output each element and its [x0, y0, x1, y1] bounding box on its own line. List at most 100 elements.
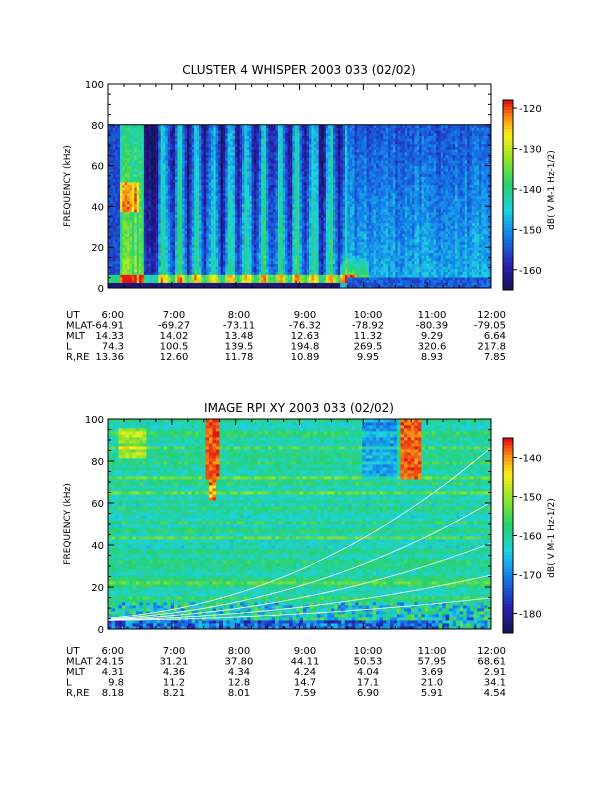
- colorbar-tick-label: -170: [519, 571, 542, 582]
- ephemeris-row-label: UT: [66, 646, 80, 657]
- ephemeris-table: UT 6:00 7:00 8:00 9:00 10:00 11:00 12:00 MLAT -64…: [66, 310, 506, 363]
- ephemeris-row-label: MLT: [66, 331, 86, 342]
- ephemeris-value: 12.60: [160, 352, 189, 363]
- ephemeris-value: 4.36: [163, 667, 185, 678]
- ephemeris-value: 8:00: [228, 310, 250, 321]
- y-axis: 0 20 40 60 80 100: [85, 80, 491, 295]
- y-axis-label: FREQUENCY (kHz): [63, 145, 73, 226]
- ephemeris-value: -69.27: [158, 321, 190, 332]
- ephemeris-value: 11.78: [225, 352, 254, 363]
- colorbar-tick-label: -150: [519, 493, 542, 504]
- y-tick-label: 0: [98, 284, 104, 295]
- ephemeris-value: 269.5: [354, 342, 383, 353]
- ephemeris-value: 10.89: [291, 352, 320, 363]
- ephemeris-value: -79.05: [474, 321, 506, 332]
- ephemeris-value: 21.0: [421, 678, 443, 689]
- ephemeris-value: 68.61: [477, 657, 506, 668]
- ephemeris-value: 6.64: [484, 331, 506, 342]
- ephemeris-value: 9.29: [421, 331, 443, 342]
- colorbar-tick-label: -160: [519, 532, 542, 543]
- ephemeris-value: 11.2: [163, 678, 185, 689]
- ephemeris-value: 9:00: [294, 646, 316, 657]
- y-tick-label: 100: [85, 80, 104, 91]
- ephemeris-value: 7.85: [484, 352, 506, 363]
- ephemeris-value: 6:00: [102, 646, 124, 657]
- ephemeris-value: 7:00: [163, 310, 185, 321]
- ephemeris-value: 9:00: [294, 310, 316, 321]
- spectrogram: [108, 124, 492, 289]
- ephemeris-value: -64.91: [92, 321, 124, 332]
- ephemeris-value: -73.11: [223, 321, 255, 332]
- ephemeris-value: 17.1: [357, 678, 379, 689]
- colorbar: [502, 99, 514, 291]
- colorbar-tick-label: -150: [519, 225, 542, 236]
- ephemeris-value: 4.31: [102, 667, 124, 678]
- x-axis: [107, 84, 492, 288]
- ephemeris-value: 7:00: [163, 646, 185, 657]
- ephemeris-value: 50.53: [354, 657, 383, 668]
- overlay-curves: [107, 447, 492, 621]
- ephemeris-value: 5.91: [421, 688, 443, 699]
- y-tick-label: 80: [91, 121, 104, 132]
- colorbar: [502, 437, 514, 634]
- ephemeris-row-label: L: [66, 678, 72, 689]
- ephemeris-row-label: MLAT: [66, 321, 93, 332]
- ephemeris-value: 139.5: [225, 342, 254, 353]
- ephemeris-value: 10:00: [354, 310, 383, 321]
- colorbar-label: dB( V M-1 Hz-1/2): [547, 150, 557, 230]
- y-tick-label: 40: [91, 541, 104, 552]
- ephemeris-value: 31.21: [160, 657, 189, 668]
- ephemeris-value: 8.01: [228, 688, 250, 699]
- ephemeris-value: 8:00: [228, 646, 250, 657]
- ephemeris-row-label: R,RE: [66, 352, 89, 363]
- spectrogram: [108, 419, 492, 630]
- y-tick-label: 100: [85, 415, 104, 426]
- x-axis: [107, 419, 492, 629]
- colorbar-tick-label: -130: [519, 145, 542, 156]
- ephemeris-value: 8.18: [102, 688, 124, 699]
- y-tick-label: 20: [91, 583, 104, 594]
- ephemeris-value: 13.48: [225, 331, 254, 342]
- y-tick-label: 60: [91, 499, 104, 510]
- ephemeris-value: -76.32: [289, 321, 321, 332]
- ephemeris-row-label: R,RE: [66, 688, 89, 699]
- y-tick-label: 60: [91, 162, 104, 173]
- colorbar-tick-label: -140: [519, 454, 542, 465]
- colorbar-tick-label: -160: [519, 266, 542, 277]
- ephemeris-value: 11:00: [418, 310, 447, 321]
- ephemeris-value: 24.15: [95, 657, 124, 668]
- ephemeris-value: 4.04: [357, 667, 379, 678]
- ephemeris-value: 194.8: [291, 342, 320, 353]
- panel-title: CLUSTER 4 WHISPER 2003 033 (02/02): [182, 63, 415, 77]
- ephemeris-value: 100.5: [160, 342, 189, 353]
- ephemeris-value: 10:00: [354, 646, 383, 657]
- ephemeris-row-label: UT: [66, 310, 80, 321]
- ephemeris-value: 13.36: [95, 352, 124, 363]
- ephemeris-value: 37.80: [225, 657, 254, 668]
- ephemeris-value: 217.8: [477, 342, 506, 353]
- panel-whisper: CLUSTER 4 WHISPER 2003 033 (02/02) 0 20 40…: [63, 63, 557, 363]
- ephemeris-value: 320.6: [418, 342, 447, 353]
- ephemeris-value: 12:00: [477, 310, 506, 321]
- ephemeris-value: 6.90: [357, 688, 379, 699]
- ephemeris-value: 14.02: [160, 331, 189, 342]
- ephemeris-value: 11:00: [418, 646, 447, 657]
- y-axis: 0 20 40 60 80 100: [85, 415, 491, 636]
- ephemeris-value: 8.21: [163, 688, 185, 699]
- panel-title: IMAGE RPI XY 2003 033 (02/02): [204, 401, 394, 415]
- colorbar-label: dB( V M-1 Hz-1/2): [547, 498, 557, 578]
- ephemeris-value: 44.11: [291, 657, 320, 668]
- y-tick-label: 0: [98, 625, 104, 636]
- y-tick-label: 40: [91, 202, 104, 213]
- panel-rpi: IMAGE RPI XY 2003 033 (02/02) 0 20 40 60 80 1…: [63, 401, 557, 699]
- ephemeris-value: 74.3: [102, 342, 124, 353]
- y-tick-label: 20: [91, 243, 104, 254]
- ephemeris-value: 4.24: [294, 667, 316, 678]
- ephemeris-value: -78.92: [352, 321, 384, 332]
- colorbar-ticks: -120 -130 -140 -150 -160: [513, 104, 542, 277]
- ephemeris-value: 57.95: [418, 657, 447, 668]
- ephemeris-value: 7.59: [294, 688, 316, 699]
- ephemeris-value: 14.33: [95, 331, 124, 342]
- ephemeris-value: 4.54: [484, 688, 506, 699]
